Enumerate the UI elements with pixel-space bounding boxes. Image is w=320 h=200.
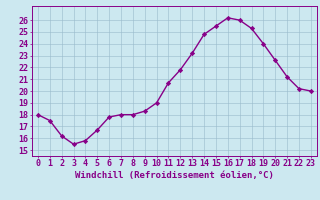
- X-axis label: Windchill (Refroidissement éolien,°C): Windchill (Refroidissement éolien,°C): [75, 171, 274, 180]
